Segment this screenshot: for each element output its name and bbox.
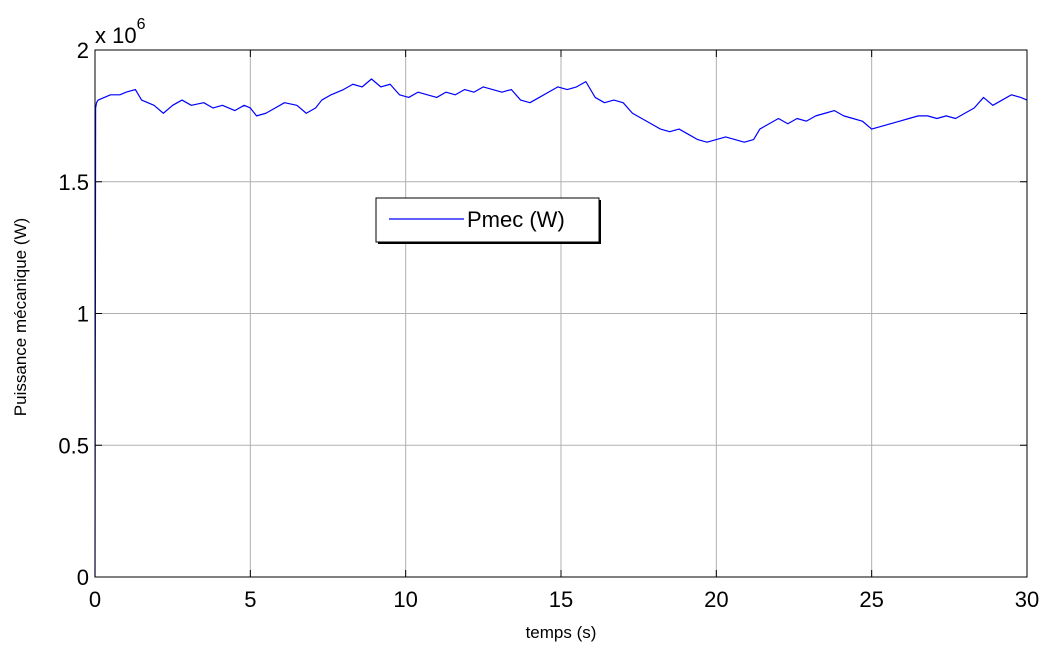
series-layer [94, 78, 1028, 578]
legend: Pmec (W) [375, 197, 601, 244]
legend-label-pmec: Pmec (W) [467, 207, 565, 232]
y-tick-label: 0 [77, 565, 89, 590]
x-tick-label: 0 [89, 587, 101, 612]
x-tick-label: 30 [1015, 587, 1039, 612]
y-exponent-label: x 106 [95, 16, 146, 48]
ticks [94, 49, 1028, 578]
x-tick-label: 20 [704, 587, 728, 612]
x-tick-label: 25 [859, 587, 883, 612]
x-tick-label: 15 [549, 587, 573, 612]
y-tick-label: 1 [77, 302, 89, 327]
y-exponent-base: x 10 [95, 23, 137, 48]
grid [95, 50, 1027, 577]
legend-box [375, 197, 600, 243]
y-exponent-power: 6 [137, 16, 146, 33]
x-tick-label: 10 [393, 587, 417, 612]
x-tick-labels: 0 5 10 15 20 25 30 [89, 587, 1039, 612]
x-axis-label: temps (s) [526, 623, 597, 642]
y-tick-label: 2 [77, 38, 89, 63]
y-tick-label: 0.5 [58, 433, 89, 458]
y-tick-label: 1.5 [58, 170, 89, 195]
x-tick-label: 5 [244, 587, 256, 612]
series-line-pmec [94, 78, 1028, 578]
y-tick-labels: 0 0.5 1 1.5 2 [58, 38, 89, 590]
y-axis-label: Puissance mécanique (W) [11, 218, 30, 416]
